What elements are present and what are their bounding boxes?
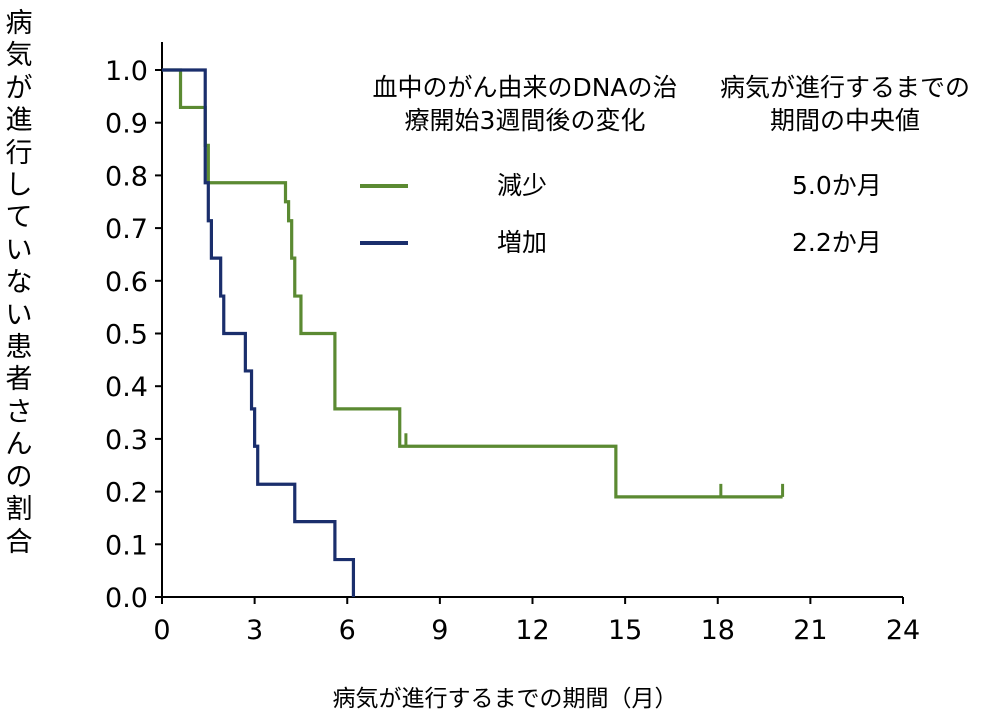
x-tick-label: 24 bbox=[886, 615, 920, 646]
x-tick-label: 15 bbox=[608, 615, 642, 646]
y-tick-label: 1.0 bbox=[105, 56, 148, 87]
x-tick-label: 18 bbox=[701, 615, 735, 646]
y-tick-label: 0.6 bbox=[105, 267, 148, 298]
x-tick-label: 9 bbox=[431, 615, 448, 646]
y-tick-label: 0.1 bbox=[105, 530, 148, 561]
legend-header-group: 血中のがん由来のDNAの治療開始3週間後の変化 bbox=[372, 73, 678, 135]
legend-label-increase: 増加 bbox=[497, 228, 548, 257]
y-tick-label: 0.7 bbox=[105, 214, 148, 245]
curve-increase bbox=[162, 68, 356, 597]
legend-median-decrease: 5.0か月 bbox=[792, 171, 882, 200]
y-tick-label: 0.5 bbox=[105, 320, 148, 351]
legend-header-median: 病気が進行するまでの期間の中央値 bbox=[719, 73, 970, 135]
axes bbox=[155, 42, 904, 604]
y-tick-label: 0.9 bbox=[105, 109, 148, 140]
x-tick-label: 3 bbox=[246, 615, 263, 646]
tick-labels: 0 3 6 9 12 15 18 21 24 0.0 0.1 0.2 0.3 0.4 0.5 0.6 0.7 0.… bbox=[105, 56, 920, 646]
x-tick-label: 6 bbox=[339, 615, 356, 646]
x-tick-label: 21 bbox=[793, 615, 827, 646]
x-tick-label: 12 bbox=[515, 615, 549, 646]
y-tick-label: 0.4 bbox=[105, 372, 148, 403]
x-axis-title: 病気が進行するまでの期間（月） bbox=[333, 686, 678, 712]
y-tick-label: 0.2 bbox=[105, 478, 148, 509]
x-tick-label: 0 bbox=[153, 615, 170, 646]
y-axis-title: 病気が進行していない患者さんの割合 bbox=[5, 8, 33, 558]
y-tick-label: 0.8 bbox=[105, 161, 148, 192]
y-tick-label: 0.0 bbox=[105, 583, 148, 614]
y-tick-label: 0.3 bbox=[105, 425, 148, 456]
legend-median-increase: 2.2か月 bbox=[792, 228, 882, 257]
legend-label-decrease: 減少 bbox=[497, 171, 548, 200]
survival-curves bbox=[162, 68, 785, 597]
